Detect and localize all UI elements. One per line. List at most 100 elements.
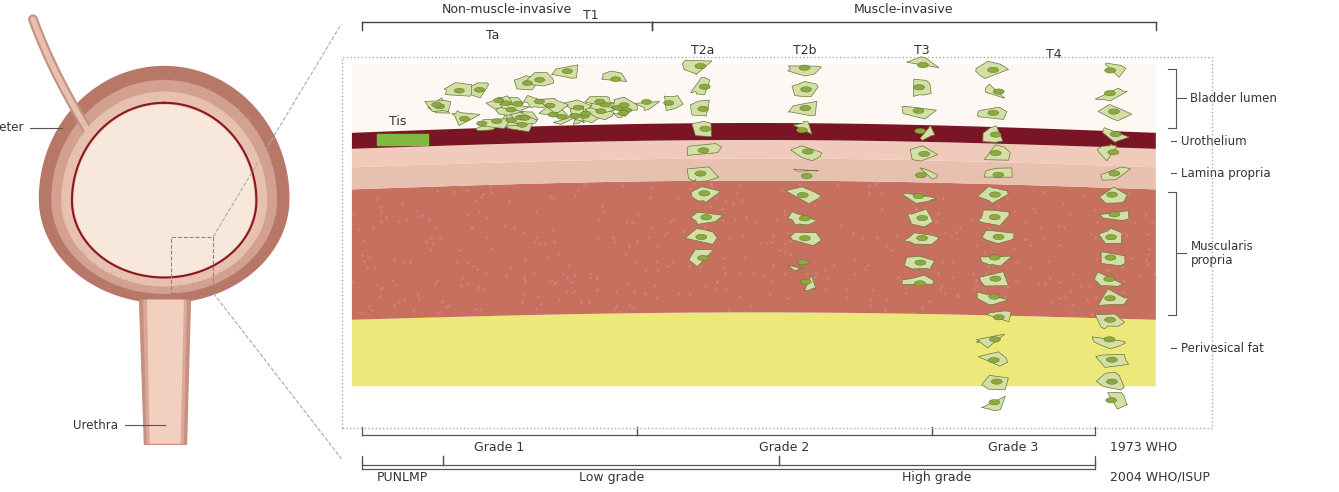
Point xyxy=(250,139,272,147)
Polygon shape xyxy=(352,64,1156,139)
Circle shape xyxy=(621,108,632,113)
Point xyxy=(129,82,150,90)
Text: Ureter: Ureter xyxy=(0,122,23,134)
Point xyxy=(149,288,170,296)
Text: Bladder lumen: Bladder lumen xyxy=(1190,92,1277,105)
Point xyxy=(257,185,279,193)
Point xyxy=(145,81,166,89)
Polygon shape xyxy=(1099,187,1127,203)
Point xyxy=(91,107,112,115)
Point xyxy=(222,103,244,111)
Point xyxy=(261,215,283,223)
Point xyxy=(249,151,270,158)
Polygon shape xyxy=(977,107,1007,120)
Text: Low grade: Low grade xyxy=(578,471,644,484)
Point xyxy=(232,258,253,266)
Point xyxy=(261,217,283,225)
Polygon shape xyxy=(977,210,1010,226)
Circle shape xyxy=(619,111,628,116)
Polygon shape xyxy=(981,375,1008,390)
Polygon shape xyxy=(790,232,821,246)
Polygon shape xyxy=(612,113,627,118)
Polygon shape xyxy=(553,115,580,124)
Point xyxy=(63,141,84,149)
Point xyxy=(80,262,102,270)
Point xyxy=(84,265,106,273)
Polygon shape xyxy=(902,275,933,284)
Point xyxy=(241,252,262,260)
Polygon shape xyxy=(981,230,1014,244)
Circle shape xyxy=(919,152,929,156)
Text: Muscle-invasive: Muscle-invasive xyxy=(854,3,953,16)
Point xyxy=(151,289,173,297)
Point xyxy=(262,217,284,225)
Point xyxy=(55,225,76,233)
Point xyxy=(169,281,190,289)
Polygon shape xyxy=(977,186,1008,203)
Point xyxy=(250,240,272,247)
Point xyxy=(52,150,74,158)
Point xyxy=(257,223,279,231)
Circle shape xyxy=(1106,235,1117,240)
Circle shape xyxy=(1103,277,1115,281)
Point xyxy=(193,276,214,284)
Point xyxy=(146,288,167,296)
Point xyxy=(210,273,232,280)
Polygon shape xyxy=(1099,228,1122,244)
Circle shape xyxy=(435,104,445,109)
Polygon shape xyxy=(499,104,530,112)
Point xyxy=(166,84,187,92)
Point xyxy=(71,256,92,264)
Circle shape xyxy=(797,192,809,198)
Polygon shape xyxy=(52,81,276,293)
Point xyxy=(191,280,213,288)
Point xyxy=(218,104,240,112)
Point xyxy=(210,100,232,108)
Point xyxy=(253,223,274,231)
Point xyxy=(86,269,107,277)
Point xyxy=(257,155,279,163)
Point xyxy=(51,180,72,188)
Polygon shape xyxy=(601,71,627,82)
Polygon shape xyxy=(687,144,722,155)
Point xyxy=(92,267,114,275)
Point xyxy=(56,239,78,246)
Polygon shape xyxy=(986,311,1011,322)
Point xyxy=(261,208,283,215)
Circle shape xyxy=(573,105,584,110)
Circle shape xyxy=(1106,379,1118,384)
Point xyxy=(62,246,83,254)
Point xyxy=(201,279,222,287)
Point xyxy=(256,156,277,164)
Point xyxy=(220,104,241,112)
Circle shape xyxy=(517,123,528,127)
Point xyxy=(59,143,80,151)
Point xyxy=(256,211,277,218)
Circle shape xyxy=(557,114,566,119)
Circle shape xyxy=(1110,131,1121,137)
Polygon shape xyxy=(789,101,817,116)
Point xyxy=(190,89,212,97)
Circle shape xyxy=(990,400,1000,405)
Polygon shape xyxy=(75,105,254,276)
Point xyxy=(225,262,246,270)
Point xyxy=(63,126,84,134)
Point xyxy=(83,109,104,117)
Polygon shape xyxy=(573,110,584,124)
Point xyxy=(84,259,106,267)
Polygon shape xyxy=(352,312,1156,386)
Point xyxy=(110,94,131,102)
Circle shape xyxy=(600,102,611,107)
Point xyxy=(96,98,118,106)
Point xyxy=(71,248,92,256)
Point xyxy=(100,89,122,97)
Circle shape xyxy=(548,112,558,117)
Point xyxy=(208,95,229,103)
Circle shape xyxy=(695,63,706,69)
Point xyxy=(260,223,281,231)
Point xyxy=(50,232,71,240)
Circle shape xyxy=(501,101,511,106)
Polygon shape xyxy=(589,103,621,112)
Polygon shape xyxy=(609,99,628,112)
Circle shape xyxy=(596,109,607,114)
